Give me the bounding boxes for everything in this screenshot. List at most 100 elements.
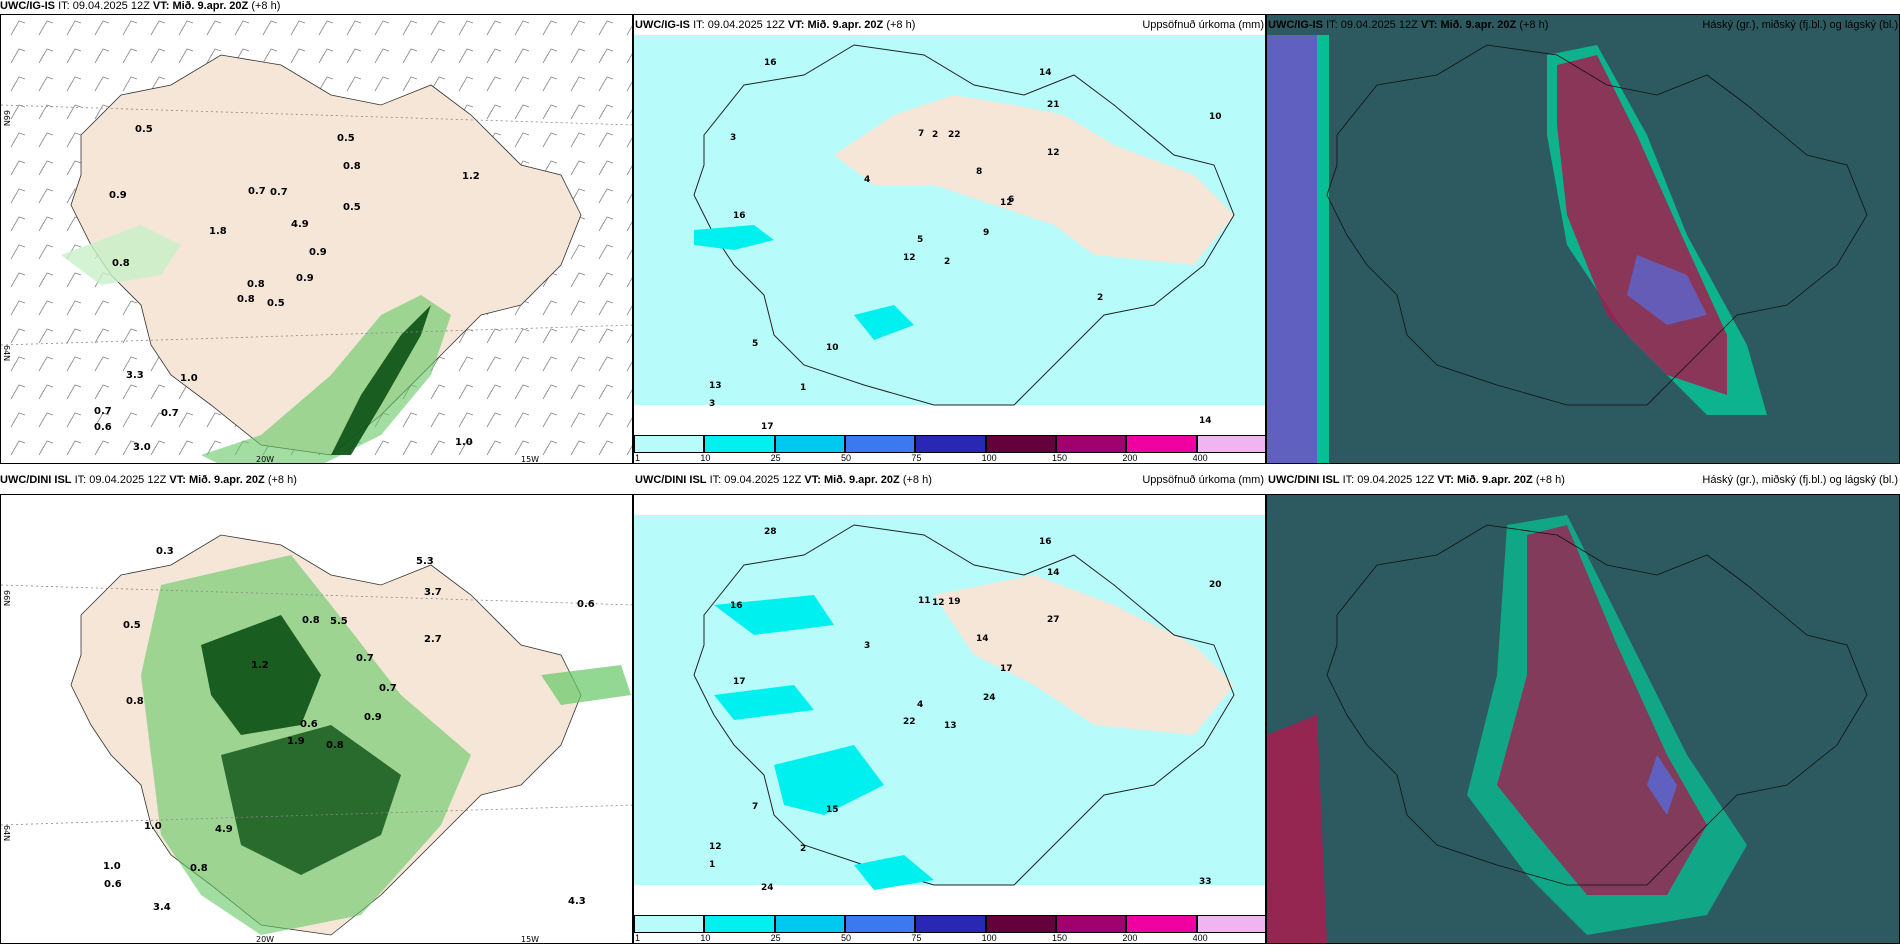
map-value-label: 22: [903, 717, 916, 727]
wind-barb: [486, 384, 502, 400]
title-tm: UWC/IG-IS IT: 09.04.2025 12Z VT: Mið. 9.…: [635, 19, 916, 31]
wind-barb: [150, 384, 166, 400]
wind-barb: [122, 384, 138, 400]
map-cloud-ig: [1267, 15, 1899, 463]
wind-barb: [570, 104, 586, 120]
wind-barb: [38, 48, 54, 64]
wind-barb: [38, 132, 54, 148]
wind-barb: [10, 20, 26, 36]
wind-barb: [94, 300, 110, 316]
precip-area-green: [201, 295, 451, 463]
wind-barb: [542, 160, 558, 176]
dry-area-land-dini: [934, 575, 1234, 735]
precip-dark-south-dini: [221, 725, 401, 875]
map-precip-wind-ig: 66N 64N 20W 15W 0.5 0.9 0.8 0.7 0.9 1.0 0.5 0.7…: [1, 15, 632, 463]
wind-barb: [626, 193, 632, 204]
wind-barb: [66, 76, 82, 92]
map-value-label: 12: [1000, 198, 1013, 208]
map-value-label: 3.7: [424, 587, 442, 598]
wind-barb: [570, 132, 586, 148]
wind-barb: [374, 48, 390, 64]
wind-barb: [626, 109, 632, 120]
map-value-label: 0.6: [94, 422, 112, 433]
wind-barb: [122, 300, 138, 316]
wind-barb: [10, 76, 26, 92]
wind-barb: [458, 76, 474, 92]
wind-barb: [598, 300, 614, 316]
accum-blob-1: [694, 225, 774, 250]
wind-barb: [542, 412, 558, 428]
map-value-label: 5: [752, 339, 758, 349]
panel-bottom-mid-accum: 13 16 4 12 17 15 16 19 14 24 28 33 17 20 22 27 24 11 14 7 3 1…: [633, 494, 1266, 944]
legend-swatch: [1056, 915, 1127, 933]
precip-value-labels-dini: 0.8 0.5 0.6 1.0 0.7 4.9 5.3 5.5 3.7 0.9 0.3 4.3 0.8 0…: [103, 546, 595, 913]
wind-barb: [402, 76, 418, 92]
subtitle-tr: Háský (gr.), miðský (fj.bl.) og lágský (…: [1702, 19, 1898, 31]
legend-swatch: [845, 915, 916, 933]
title-tr: UWC/IG-IS IT: 09.04.2025 12Z VT: Mið. 9.…: [1268, 19, 1549, 31]
wind-barb: [514, 76, 530, 92]
map-value-label: 1.2: [251, 660, 269, 671]
map-value-label: 33: [1199, 877, 1212, 887]
wind-barb: [570, 76, 586, 92]
map-value-label: 11: [918, 596, 931, 606]
subtitle-br: Háský (gr.), miðský (fj.bl.) og lágský (…: [1702, 474, 1898, 486]
map-value-label: 2: [932, 130, 938, 140]
panel-top-mid-accum: 2 3 5 13 12 10 14 22 21 9 16 14 16 10 12 12 17 7 8 5 4 3 1 2 6 2 …: [633, 14, 1266, 464]
wind-barb: [570, 440, 586, 456]
wind-barb: [178, 48, 194, 64]
wind-barb: [598, 356, 614, 372]
wind-barb: [374, 440, 390, 456]
wind-barb: [262, 20, 278, 36]
wind-barb: [374, 20, 390, 36]
wind-barb: [10, 216, 26, 232]
map-value-label: 0.5: [337, 133, 355, 144]
map-value-label: 3: [709, 399, 715, 409]
wind-barb: [598, 48, 614, 64]
wind-barb: [542, 132, 558, 148]
wind-barb: [94, 76, 110, 92]
model-tl: UWC/IG-IS: [0, 0, 55, 12]
precip-dark-core-dini: [201, 615, 321, 735]
wind-barb: [206, 412, 222, 428]
map-value-label: 27: [1047, 615, 1060, 625]
wind-barb: [626, 53, 632, 64]
title-tl: UWC/IG-IS IT: 09.04.2025 12Z VT: Mið. 9.…: [0, 0, 281, 12]
wind-barb: [626, 389, 632, 400]
wind-barb: [122, 48, 138, 64]
map-value-label: 21: [1047, 100, 1060, 110]
legend-swatch: [634, 915, 705, 933]
legend-swatch: [774, 915, 845, 933]
title-bm: UWC/DINI ISL IT: 09.04.2025 12Z VT: Mið.…: [635, 474, 932, 486]
map-value-label: 14: [1047, 568, 1060, 578]
map-value-label: 0.8: [112, 258, 130, 269]
wind-barb: [66, 356, 82, 372]
lat-label-64-dini: 64N: [2, 825, 11, 841]
map-value-label: 16: [730, 601, 743, 611]
header-tm: UWC/IG-IS IT: 09.04.2025 12Z VT: Mið. 9.…: [633, 14, 1266, 32]
wind-barb: [10, 384, 26, 400]
iceland-outline-cloud: [1326, 44, 1868, 406]
map-value-label: 4.9: [215, 824, 233, 835]
wind-barb: [150, 76, 166, 92]
wind-barb: [486, 440, 502, 456]
wind-barb: [458, 48, 474, 64]
title-bl: UWC/DINI ISL IT: 09.04.2025 12Z VT: Mið.…: [0, 474, 297, 486]
map-value-label: 0.7: [248, 186, 266, 197]
map-value-label: 0.7: [379, 683, 397, 694]
wind-barb: [150, 48, 166, 64]
lat-label-64: 64N: [2, 345, 11, 361]
legend-swatch: [1126, 435, 1197, 453]
map-value-label: 0.7: [94, 406, 112, 417]
map-value-label: 0.6: [300, 719, 318, 730]
map-value-label: 1.0: [180, 373, 198, 384]
legend-swatch: [634, 435, 705, 453]
legend-tick: 50: [841, 933, 852, 943]
wind-barb: [94, 384, 110, 400]
map-value-label: 20: [1209, 580, 1222, 590]
map-value-label: 8: [976, 167, 982, 177]
map-value-label: 0.9: [309, 247, 327, 258]
map-value-label: 1.8: [209, 226, 227, 237]
map-value-label: 0.7: [161, 408, 179, 419]
